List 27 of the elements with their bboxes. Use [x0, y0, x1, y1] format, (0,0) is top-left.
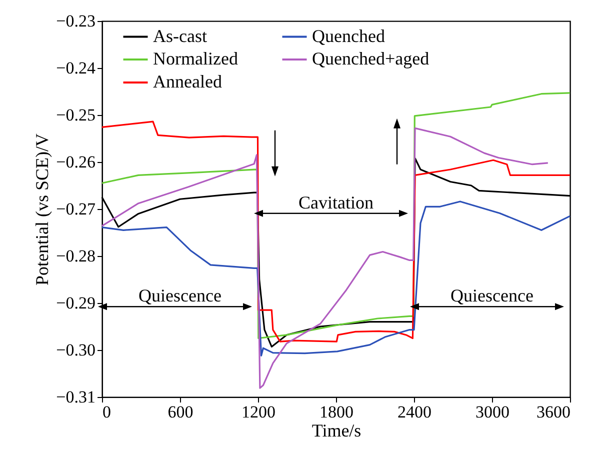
legend-label: As-cast — [153, 26, 207, 46]
y-tick-label: −0.30 — [56, 340, 96, 360]
legend-label: Normalized — [153, 48, 238, 68]
x-tick-label: 2400 — [398, 402, 432, 422]
annotation: Cavitation — [298, 192, 374, 212]
x-tick-label: 600 — [168, 402, 194, 422]
y-tick-label: −0.24 — [56, 58, 96, 78]
x-tick-label: 1800 — [320, 402, 354, 422]
legend-label: Quenched — [312, 26, 385, 46]
y-tick-label: −0.23 — [56, 12, 96, 30]
y-axis-title: Potential (vs SCE)/V — [32, 134, 52, 286]
y-tick-label: −0.27 — [56, 200, 96, 218]
y-tick-label: −0.25 — [56, 106, 96, 124]
legend-label: Annealed — [153, 72, 222, 92]
x-tick-label: 1200 — [242, 402, 276, 422]
x-tick-label: 0 — [102, 402, 111, 422]
line-series — [101, 127, 549, 389]
annotation: Quiescence — [450, 286, 534, 306]
y-tick-label: −0.29 — [56, 294, 96, 312]
x-tick-label: 3000 — [476, 402, 510, 422]
y-tick-label: −0.26 — [56, 152, 96, 172]
x-tick-label: 3600 — [536, 402, 570, 422]
y-tick-label: −0.28 — [56, 246, 96, 266]
y-tick-label: −0.31 — [56, 388, 96, 406]
annotation: Quiescence — [138, 286, 222, 306]
legend-label: Quenched+aged — [312, 48, 430, 68]
x-axis-title: Time/s — [312, 420, 362, 440]
